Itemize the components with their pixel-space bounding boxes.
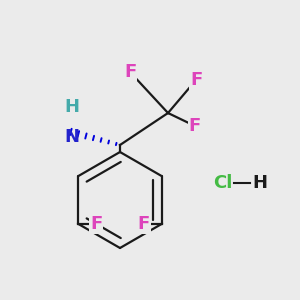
Text: Cl: Cl (214, 174, 233, 192)
Text: F: F (90, 215, 103, 233)
Text: H: H (252, 174, 267, 192)
Text: F: F (137, 215, 150, 233)
Text: F: F (124, 63, 136, 81)
Text: F: F (190, 71, 202, 89)
Text: N: N (64, 128, 80, 146)
Text: H: H (64, 98, 80, 116)
Text: F: F (189, 117, 201, 135)
